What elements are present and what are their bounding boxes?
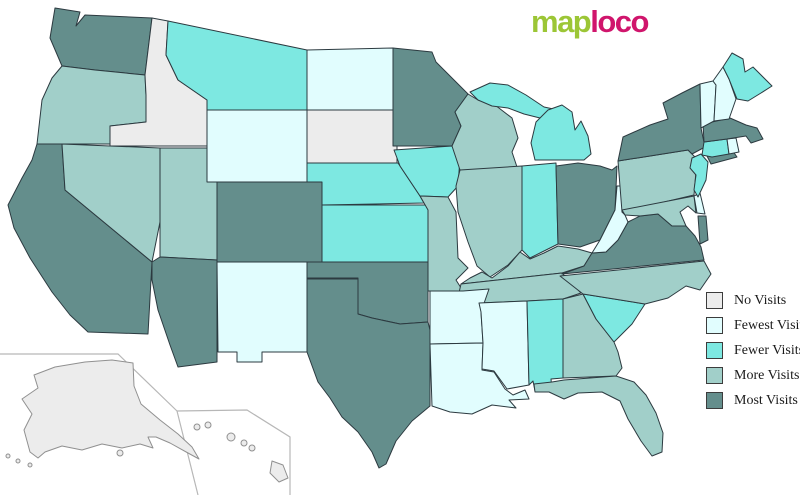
state-kansas[interactable]	[321, 204, 429, 263]
state-washington[interactable]	[49, 7, 153, 76]
state-alaska-island[interactable]	[116, 449, 124, 457]
state-hawaii-island[interactable]	[193, 423, 201, 431]
state-hawaii-island[interactable]	[226, 432, 236, 442]
state-alabama[interactable]	[526, 298, 564, 392]
logo-loco-text: loco	[590, 4, 649, 39]
state-virginia-eastern-shore[interactable]	[697, 215, 709, 245]
state-rhode-island[interactable]	[726, 137, 740, 155]
state-alaska-island[interactable]	[27, 462, 33, 468]
maploco-logo[interactable]: maploco	[531, 4, 649, 39]
legend-label: Fewer Visits	[734, 342, 800, 358]
state-maryland[interactable]	[621, 195, 697, 227]
state-michigan-lower-peninsula[interactable]	[530, 104, 592, 161]
state-new-york[interactable]	[617, 83, 706, 162]
state-alaska-island[interactable]	[5, 453, 11, 459]
hawaii-inset-border	[176, 409, 291, 495]
fewest-visits-swatch	[706, 317, 723, 334]
state-hawaii-island[interactable]	[240, 439, 248, 447]
state-illinois[interactable]	[455, 165, 523, 278]
state-alaska-island[interactable]	[15, 458, 21, 464]
legend-label: More Visits	[734, 367, 800, 383]
state-indiana[interactable]	[521, 162, 559, 259]
legend-label: No Visits	[734, 292, 787, 308]
state-ohio[interactable]	[555, 162, 618, 248]
state-arizona[interactable]	[151, 256, 218, 368]
state-north-carolina[interactable]	[559, 260, 712, 305]
legend-label: Fewest Visits	[734, 317, 800, 333]
more-visits-swatch	[706, 367, 723, 384]
state-new-mexico[interactable]	[216, 261, 308, 363]
state-alaska[interactable]	[21, 359, 200, 460]
state-new-jersey[interactable]	[689, 153, 709, 198]
state-colorado[interactable]	[216, 181, 323, 263]
no-visits-swatch	[706, 292, 723, 309]
legend: No Visits Fewest Visits Fewer Visits Mor…	[706, 292, 800, 409]
state-north-dakota[interactable]	[306, 47, 394, 111]
legend-item-no-visits: No Visits	[706, 292, 800, 309]
state-florida[interactable]	[533, 375, 664, 457]
legend-item-fewer-visits: Fewer Visits	[706, 342, 800, 359]
state-maine[interactable]	[722, 52, 773, 102]
state-nevada[interactable]	[61, 143, 161, 263]
state-texas[interactable]	[306, 278, 431, 469]
state-south-dakota[interactable]	[306, 109, 398, 164]
legend-item-fewest-visits: Fewest Visits	[706, 317, 800, 334]
state-missouri[interactable]	[419, 195, 469, 292]
fewer-visits-swatch	[706, 342, 723, 359]
legend-label: Most Visits	[734, 392, 798, 408]
state-louisiana[interactable]	[429, 342, 530, 415]
legend-item-most-visits: Most Visits	[706, 392, 800, 409]
state-wyoming[interactable]	[206, 109, 308, 183]
state-hawaii-island[interactable]	[248, 444, 256, 452]
most-visits-swatch	[706, 392, 723, 409]
state-massachusetts[interactable]	[702, 117, 764, 144]
state-minnesota[interactable]	[392, 47, 469, 147]
state-hawaii-island[interactable]	[204, 421, 212, 429]
legend-item-more-visits: More Visits	[706, 367, 800, 384]
logo-map-text: map	[531, 4, 592, 39]
state-arkansas[interactable]	[429, 288, 490, 345]
state-hawaii-big-island[interactable]	[269, 460, 289, 483]
